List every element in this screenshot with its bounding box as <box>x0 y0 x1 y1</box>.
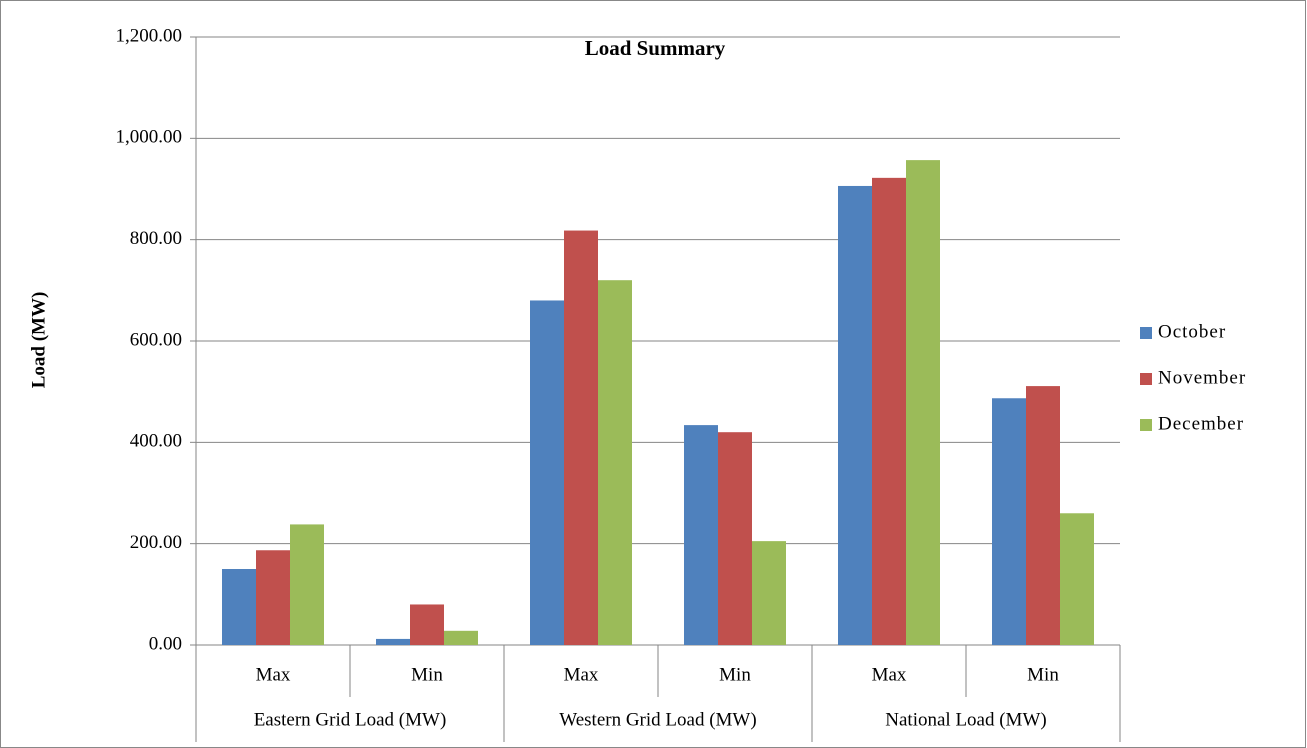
legend-swatch <box>1140 327 1152 339</box>
x-tick-label: Min <box>719 664 751 685</box>
bar <box>598 280 632 645</box>
bar <box>718 432 752 645</box>
legend-label: November <box>1158 367 1246 388</box>
x-tick-label: Max <box>564 664 599 685</box>
legend-label: December <box>1158 413 1244 434</box>
bar <box>872 177 906 645</box>
y-tick-label: 600.00 <box>130 329 182 350</box>
x-tick-label: Max <box>872 664 907 685</box>
chart-title: Load Summary <box>585 36 726 60</box>
y-tick-label: 1,000.00 <box>116 127 183 148</box>
x-tick-label: Min <box>411 664 443 685</box>
y-tick-label: 1,200.00 <box>116 25 183 46</box>
group-label: Western Grid Load (MW) <box>559 709 756 730</box>
y-tick-label: 800.00 <box>130 228 182 249</box>
group-label: National Load (MW) <box>885 709 1046 730</box>
bar <box>290 524 324 645</box>
bar <box>684 425 718 645</box>
bar <box>1060 513 1094 645</box>
bar <box>444 630 478 645</box>
bar <box>992 398 1026 645</box>
bar <box>1026 386 1060 645</box>
bar <box>222 569 256 645</box>
legend-swatch <box>1140 373 1152 385</box>
legend-swatch <box>1140 419 1152 431</box>
y-tick-label: 200.00 <box>130 532 182 553</box>
x-tick-label: Min <box>1027 664 1059 685</box>
group-label: Eastern Grid Load (MW) <box>254 709 447 730</box>
legend-label: October <box>1158 321 1226 342</box>
bar <box>752 541 786 645</box>
bar <box>906 160 940 645</box>
x-tick-label: Max <box>256 664 291 685</box>
y-tick-label: 0.00 <box>149 633 182 654</box>
y-axis-label: Load (MW) <box>28 292 49 389</box>
bar <box>410 604 444 645</box>
bar <box>376 638 410 645</box>
bar <box>838 185 872 645</box>
bar <box>530 300 564 645</box>
bar <box>564 230 598 645</box>
y-tick-label: 400.00 <box>130 431 182 452</box>
bar <box>256 550 290 645</box>
